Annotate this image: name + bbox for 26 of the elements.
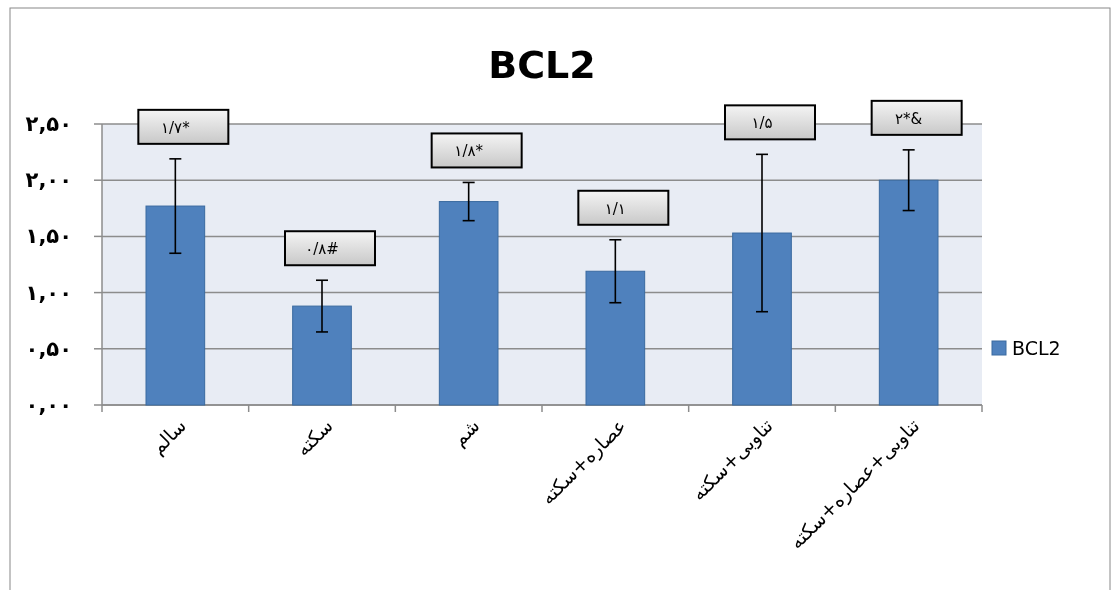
bar	[292, 305, 352, 406]
x-tick-label: سکته	[291, 414, 337, 460]
annotation: ۲*&	[895, 109, 923, 128]
bar	[145, 205, 206, 406]
bar	[878, 179, 939, 406]
annotation: ۱/۱	[604, 199, 626, 218]
y-tick-label: ۱,۰۰	[25, 280, 72, 305]
bar	[732, 232, 792, 406]
x-tick-label: تناوبی+عصاره+سکته	[784, 414, 925, 554]
y-tick-label: ۲,۵۰	[25, 112, 72, 136]
bar	[585, 270, 646, 406]
y-tick-label: ۰,۵۰	[25, 336, 72, 361]
y-tick-label: ۲,۰۰	[25, 168, 72, 193]
chart-title: BCL2	[488, 43, 596, 87]
legend-label: BCL2	[1012, 337, 1061, 359]
x-tick-label: تناوبی+سکته	[686, 414, 778, 506]
annotation: ۰/۸#	[305, 240, 339, 259]
y-tick-label: ۱,۵۰	[25, 224, 72, 249]
x-tick-label: شم	[447, 414, 485, 451]
x-tick-label: سالم	[146, 414, 191, 459]
y-tick-label: ۰,۰۰	[25, 393, 72, 417]
annotation: ۱/۸*	[454, 142, 484, 161]
annotation: ۱/۷*	[161, 118, 191, 137]
x-tick-label: عصاره+سکته	[536, 414, 631, 510]
bar	[438, 201, 499, 406]
annotation: ۱/۵	[751, 114, 773, 133]
